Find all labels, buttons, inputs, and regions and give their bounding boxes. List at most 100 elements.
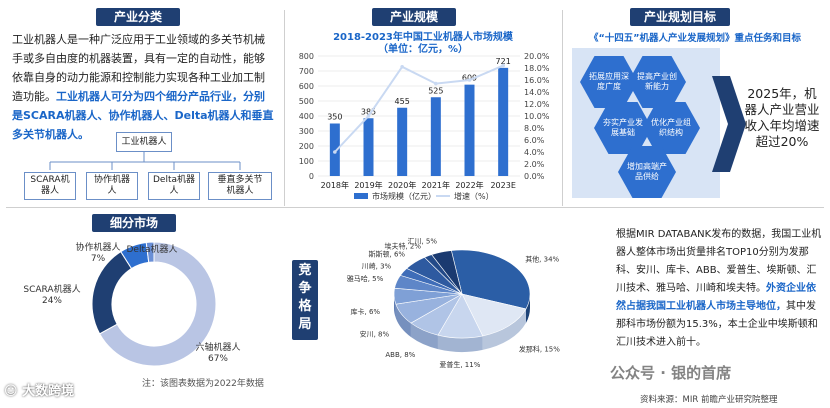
y-left-tick-label: 100 <box>299 157 314 166</box>
goal-hex-5: 增加高端产品供给 <box>618 146 676 198</box>
competition-text: 根据MIR DATABANK发布的数据，我国工业机器人整体市场出货量排名TOP1… <box>616 226 824 352</box>
growth-line <box>334 64 504 153</box>
y-left-tick-label: 0 <box>309 172 314 181</box>
section-title-competition: 竞争格局 <box>292 260 318 340</box>
y-left-tick-label: 700 <box>299 67 314 76</box>
tree-root: 工业机器人 <box>116 132 172 152</box>
pie-slice-label: 埃夫特, 2% <box>384 241 421 250</box>
pie-side <box>482 308 526 350</box>
growth-point <box>467 78 472 82</box>
bar <box>464 84 475 176</box>
competition-text-tail: 其中发那科市场份额为15.3%，本土企业中埃斯顿和汇川技术进入前十。 <box>616 301 818 348</box>
segment-note: 注：该图表数据为2022年数据 <box>142 379 264 389</box>
donut-slice-value: 24% <box>42 296 62 306</box>
watermark-logo-icon: ☺ <box>4 384 18 399</box>
y-right-tick-label: 20.0% <box>524 52 550 61</box>
y-left-tick-label: 500 <box>299 97 314 106</box>
competition-text-normal: 根据MIR DATABANK发布的数据，我国工业机器人整体市场出货量排名TOP1… <box>616 229 822 294</box>
donut-slice-label: SCARA机器人 <box>23 283 80 295</box>
y-left-tick-label: 400 <box>299 112 314 121</box>
pie-slice-label: 爱普生, 11% <box>439 360 480 369</box>
tree-leaf-delta: Delta机器人 <box>148 172 200 200</box>
goal-target-text: 2025年，机器人产业营业收入年均增速超过20% <box>744 86 820 149</box>
bar-value-label: 455 <box>395 97 410 106</box>
growth-point <box>366 114 371 118</box>
y-right-tick-label: 0.0% <box>524 172 545 181</box>
y-left-tick-label: 600 <box>299 82 314 91</box>
legend-swatch-bar <box>354 193 368 199</box>
pie-slice-label: 发那科, 15% <box>519 344 560 353</box>
bar-value-label: 350 <box>327 113 342 122</box>
y-right-tick-label: 6.0% <box>524 136 545 145</box>
bar-value-label: 609 <box>462 74 477 83</box>
y-right-tick-label: 12.0% <box>524 100 550 109</box>
bar <box>498 67 509 176</box>
y-left-tick-label: 800 <box>299 52 314 61</box>
growth-point <box>434 81 438 86</box>
section-title-segment: 细分市场 <box>92 214 176 232</box>
pie-slice <box>461 293 527 337</box>
pie-slice-label: 川崎, 3% <box>362 262 392 271</box>
x-tick-label: 2020年 <box>388 180 416 190</box>
classification-text-highlight: 工业机器人可分为四个细分产品行业，分别是SCARA机器人、协作机器人、Delta… <box>12 90 274 141</box>
donut-slice-value: 67% <box>208 354 228 364</box>
section-title-goal: 产业规划目标 <box>630 8 730 26</box>
watermark-left: ☺ 大数跨境 <box>4 380 74 399</box>
pie-slice <box>431 250 463 295</box>
y-right-tick-label: 18.0% <box>524 64 550 73</box>
donut-slice-label: 六轴机器人 <box>195 341 240 353</box>
section-title-scale: 产业规模 <box>372 8 456 26</box>
pie-slice <box>450 249 531 310</box>
bar <box>430 97 441 176</box>
pie-slice-label: 安川, 8% <box>360 330 390 339</box>
goal-title: 《“十四五”机器人产业发展规划》重点任务和目标 <box>589 33 801 44</box>
scale-chart-subtitle: （单位：亿元，%） <box>377 44 469 55</box>
pie-slice-label: ABB, 8% <box>385 351 415 359</box>
section-title-classification: 产业分类 <box>96 8 180 26</box>
watermark-right: 公众号 · 银的首席 <box>610 364 732 382</box>
tree-leaf-vertical: 垂直多关节机器人 <box>208 172 272 200</box>
bar-value-label: 525 <box>428 86 443 95</box>
bar <box>397 107 408 176</box>
divider-v1 <box>284 10 285 206</box>
y-left-tick-label: 200 <box>299 142 314 151</box>
donut-slice <box>145 241 155 263</box>
scale-chart: 0 100 200 300 400 500 600 700 800 0.0% 2.0% 4.0% 6.0… <box>299 52 550 201</box>
bar-value-label: 721 <box>496 57 511 66</box>
y-right-tick-label: 8.0% <box>524 124 545 133</box>
watermark-left-text: 大数跨境 <box>22 384 75 399</box>
y-right-tick-label: 4.0% <box>524 148 545 157</box>
x-tick-label: 2021年 <box>422 180 450 190</box>
y-right-tick-label: 14.0% <box>524 88 550 97</box>
donut-slice-label: Delta机器人 <box>126 243 177 255</box>
bar <box>363 118 374 176</box>
pie-slice-label: 库卡, 6% <box>351 307 381 316</box>
y-right-tick-label: 2.0% <box>524 160 545 169</box>
y-right-tick-label: 16.0% <box>524 76 550 85</box>
legend-label-bar: 市场规模（亿元） <box>372 191 436 201</box>
classification-tree-lines <box>49 152 241 170</box>
competition-source: 资料来源：MIR 前瞻产业研究院整理 <box>640 395 778 405</box>
goal-hex-4: 优化产业组织结构 <box>642 102 700 154</box>
classification-text: 工业机器人是一种广泛应用于工业领域的多关节机械手或多自由度的机器装置，具有一定的… <box>12 30 274 144</box>
divider-v2 <box>562 10 563 206</box>
goal-hex-2: 提高产业创新能力 <box>628 56 686 108</box>
y-left-tick-label: 300 <box>299 127 314 136</box>
x-tick-label: 2023E <box>490 181 515 190</box>
pie-slice-label: 雅马哈, 5% <box>347 274 384 283</box>
tree-leaf-scara: SCARA机器人 <box>24 172 76 200</box>
competition-text-highlight: 外资企业依然占据我国工业机器人市场主导地位， <box>616 283 816 312</box>
bar-value-label: 385 <box>361 107 376 116</box>
competition-pie-chart: 其他, 34% 发那科, 15% 爱普生, 11% ABB, 8% 安川, 8% 库卡, … <box>347 238 561 369</box>
pie-slice-label: 斯斯顿, 6% <box>369 250 406 259</box>
bar <box>329 123 340 176</box>
x-tick-label: 2019年 <box>354 180 382 190</box>
legend-label-line: 增速（%） <box>454 191 494 201</box>
divider-h <box>6 207 824 208</box>
y-right-tick-label: 10.0% <box>524 112 550 121</box>
scale-chart-title: 2018-2023年中国工业机器人市场规模 <box>333 32 513 43</box>
pie-side <box>410 323 438 350</box>
pie-side <box>395 304 411 338</box>
donut-slice-label: 协作机器人 <box>75 241 120 253</box>
